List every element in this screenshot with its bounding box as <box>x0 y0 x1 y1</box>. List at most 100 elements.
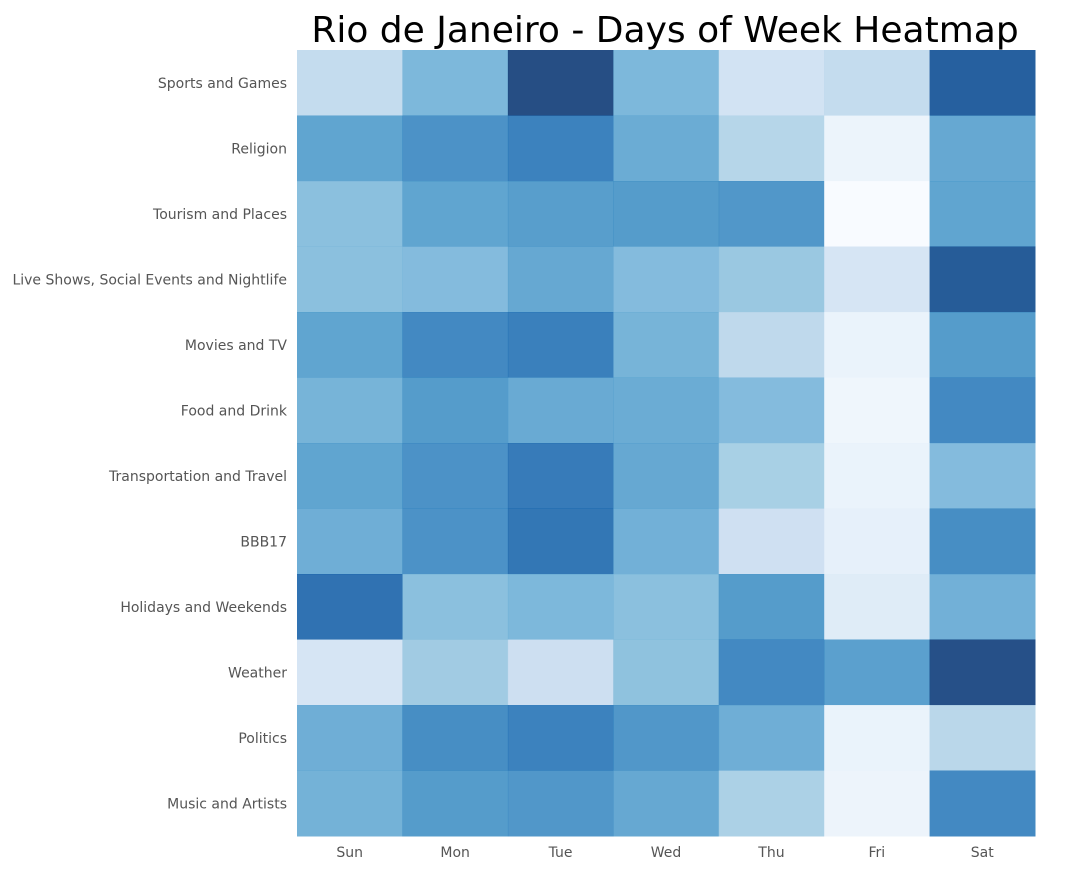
y-tick-label: Food and Drink <box>181 403 288 419</box>
heatmap-cell <box>929 508 1036 575</box>
heatmap-cell <box>718 50 825 116</box>
heatmap-cell <box>297 705 403 771</box>
heatmap-cell <box>929 443 1036 509</box>
heatmap-cell <box>297 574 403 640</box>
heatmap-cell <box>402 574 509 640</box>
y-tick-label: BBB17 <box>240 534 287 550</box>
heatmap-cell <box>507 639 614 706</box>
heatmap-cell <box>402 181 509 247</box>
heatmap-cell <box>507 246 614 313</box>
y-tick-label: Live Shows, Social Events and Nightlife <box>12 272 287 288</box>
heatmap-cell <box>507 377 614 444</box>
heatmap-cell <box>824 50 931 116</box>
heatmap-cell <box>929 246 1036 313</box>
heatmap-cell <box>613 312 720 378</box>
heatmap-cell <box>297 246 403 313</box>
y-tick-label: Weather <box>228 665 287 681</box>
heatmap-cell <box>507 50 614 116</box>
heatmap-cell <box>824 246 931 313</box>
y-tick-label: Movies and TV <box>185 338 288 354</box>
heatmap-cell <box>613 181 720 247</box>
heatmap-cell <box>718 770 825 837</box>
heatmap-cell <box>402 705 509 771</box>
heatmap-cell <box>929 639 1036 706</box>
heatmap-cell <box>297 639 403 706</box>
x-tick-label: Sun <box>336 845 363 861</box>
heatmap-cell <box>507 312 614 378</box>
heatmap-cell <box>507 181 614 247</box>
heatmap-cell <box>507 508 614 575</box>
heatmap-cell <box>718 508 825 575</box>
y-tick-label: Politics <box>238 731 287 747</box>
heatmap-cell <box>824 181 931 247</box>
heatmap-cell <box>824 443 931 509</box>
y-tick-label: Religion <box>231 141 287 157</box>
heatmap-cell <box>507 770 614 837</box>
heatmap-cell <box>929 312 1036 378</box>
heatmap-cell <box>613 639 720 706</box>
heatmap-cell <box>929 574 1036 640</box>
heatmap-cell <box>402 639 509 706</box>
heatmap-cell <box>613 770 720 837</box>
heatmap-cell <box>297 312 403 378</box>
heatmap-cell <box>613 246 720 313</box>
heatmap-cell <box>929 115 1036 182</box>
heatmap-cell <box>824 377 931 444</box>
heatmap-cell <box>824 508 931 575</box>
heatmap-cell <box>718 181 825 247</box>
heatmap-cell <box>718 574 825 640</box>
heatmap-cell <box>507 705 614 771</box>
y-tick-label: Music and Artists <box>167 796 287 812</box>
heatmap-cells <box>297 50 1036 837</box>
heatmap-cell <box>402 508 509 575</box>
heatmap-cell <box>718 443 825 509</box>
heatmap-cell <box>402 50 509 116</box>
x-tick-label: Fri <box>869 845 886 861</box>
heatmap-cell <box>824 574 931 640</box>
heatmap-cell <box>718 115 825 182</box>
heatmap-cell <box>613 443 720 509</box>
heatmap-cell <box>402 443 509 509</box>
x-tick-label: Wed <box>651 845 682 861</box>
heatmap-cell <box>929 181 1036 247</box>
heatmap-cell <box>613 508 720 575</box>
y-tick-label: Transportation and Travel <box>108 469 287 485</box>
x-tick-label: Mon <box>440 845 470 861</box>
x-tick-label: Tue <box>548 845 573 861</box>
heatmap-cell <box>824 115 931 182</box>
heatmap-cell <box>824 639 931 706</box>
heatmap-cell <box>507 574 614 640</box>
heatmap-cell <box>613 377 720 444</box>
x-tick-labels: Sun Mon Tue Wed Thu Fri Sat <box>336 845 994 861</box>
heatmap-cell <box>402 246 509 313</box>
heatmap-cell <box>613 115 720 182</box>
heatmap-cell <box>824 770 931 837</box>
y-tick-labels: Sports and Games Religion Tourism and Plac… <box>12 76 287 813</box>
heatmap-cell <box>718 639 825 706</box>
heatmap-cell <box>297 115 403 182</box>
heatmap-cell <box>402 377 509 444</box>
y-tick-label: Tourism and Places <box>152 207 287 223</box>
heatmap-cell <box>402 770 509 837</box>
heatmap-cell <box>929 705 1036 771</box>
heatmap-cell <box>824 312 931 378</box>
heatmap-cell <box>929 770 1036 837</box>
x-tick-label: Sat <box>971 845 994 861</box>
heatmap-cell <box>718 312 825 378</box>
heatmap-cell <box>402 115 509 182</box>
heatmap-cell <box>929 50 1036 116</box>
heatmap-cell <box>929 377 1036 444</box>
heatmap-cell <box>718 377 825 444</box>
heatmap-cell <box>613 50 720 116</box>
heatmap-cell <box>507 115 614 182</box>
x-tick-label: Thu <box>757 845 784 861</box>
heatmap-cell <box>297 377 403 444</box>
chart-title: Rio de Janeiro - Days of Week Heatmap <box>311 10 1018 51</box>
heatmap-cell <box>507 443 614 509</box>
heatmap-cell <box>613 705 720 771</box>
heatmap-cell <box>297 50 403 116</box>
y-tick-label: Holidays and Weekends <box>120 600 287 616</box>
heatmap-cell <box>297 770 403 837</box>
